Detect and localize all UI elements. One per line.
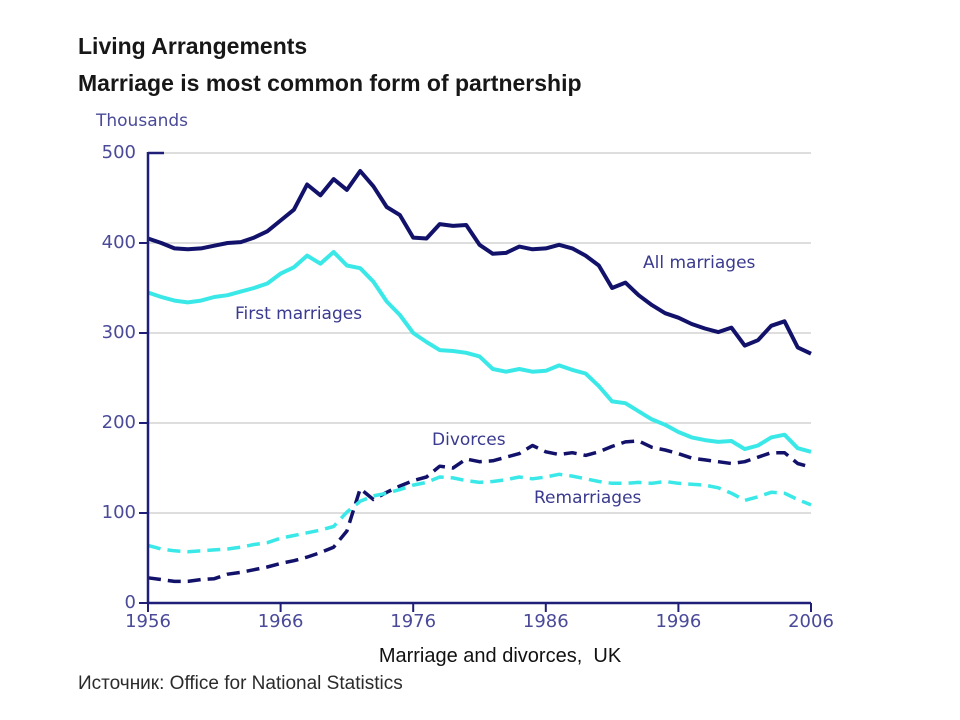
y-tick-label: 100 xyxy=(101,502,136,523)
series-label-all-marriages: All marriages xyxy=(643,253,756,273)
x-tick-label: 1996 xyxy=(655,611,702,632)
y-tick-label: 300 xyxy=(101,322,136,343)
chart-caption: Marriage and divorces, UK xyxy=(378,645,622,667)
series-label-first-marriages: First marriages xyxy=(235,304,363,324)
x-tick-label: 1956 xyxy=(125,611,171,632)
y-tick-label: 200 xyxy=(101,412,136,433)
source-line: Источник: Office for National Statistics xyxy=(78,673,403,694)
series-line-remarriages xyxy=(147,472,812,554)
y-tick-label: 400 xyxy=(101,232,136,253)
series-line-first_marriages xyxy=(147,250,812,454)
x-tick-label: 1986 xyxy=(522,611,569,632)
series-line-divorces xyxy=(147,439,812,584)
series-line-all_marriages xyxy=(147,169,812,356)
series-label-remarriages: Remarriages xyxy=(534,488,642,508)
x-tick-label: 1966 xyxy=(257,611,304,632)
series-label-divorces: Divorces xyxy=(432,430,506,450)
page-title: Living Arrangements xyxy=(78,33,308,59)
y-tick-label: 0 xyxy=(124,592,136,613)
y-axis-unit-label: Thousands xyxy=(96,111,189,131)
x-tick-label: 1976 xyxy=(390,611,437,632)
x-tick-label: 2006 xyxy=(788,611,834,632)
page-subtitle: Marriage is most common form of partners… xyxy=(78,70,582,96)
y-tick-label: 500 xyxy=(101,142,136,163)
